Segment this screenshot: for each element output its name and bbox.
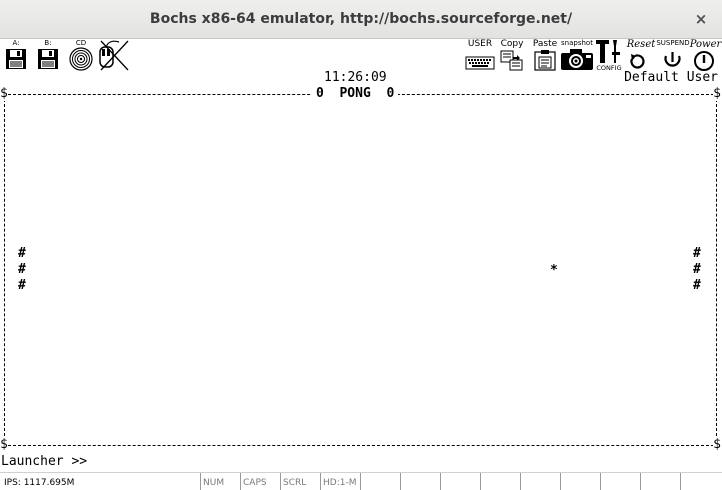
- power-button[interactable]: Power: [689, 39, 722, 72]
- floppy-a-button[interactable]: A:: [4, 39, 28, 72]
- status-slot-2: [400, 473, 440, 490]
- status-slot-5: [520, 473, 560, 490]
- suspend-label: SUSPEND: [656, 39, 690, 47]
- user-label: USER: [467, 39, 493, 49]
- copy-icon: [500, 50, 523, 71]
- pong-scoreboard: 0 PONG 0: [312, 86, 399, 102]
- toolbar: A: B: CD: [0, 39, 722, 72]
- reset-icon: [630, 54, 645, 69]
- scroll-lock-indicator: SCRL: [280, 473, 320, 490]
- floppy-b-button[interactable]: B:: [36, 39, 60, 72]
- floppy-a-icon: [6, 49, 26, 69]
- status-slot-6: [560, 473, 600, 490]
- game-border-bottom: [8, 445, 714, 446]
- status-slot-8: [640, 473, 680, 490]
- config-label: CONFIG: [596, 64, 622, 72]
- reset-label: Reset: [626, 39, 656, 50]
- paddle-right: # # #: [693, 246, 701, 293]
- window-titlebar: Bochs x86-64 emulator, http://bochs.sour…: [0, 0, 722, 39]
- copy-label: Copy: [500, 39, 524, 49]
- camera-icon: [561, 49, 593, 70]
- corner-bottom-right: $: [713, 437, 721, 452]
- config-icon: [596, 40, 620, 63]
- num-lock-indicator: NUM: [200, 473, 240, 490]
- hd-indicator: HD:1-M: [320, 473, 360, 490]
- floppy-a-label: A:: [12, 39, 20, 47]
- status-slot-1: [360, 473, 400, 490]
- mouse-button[interactable]: [97, 39, 129, 72]
- corner-bottom-left: $: [0, 437, 8, 452]
- corner-top-right: $: [713, 86, 721, 101]
- window-title: Bochs x86-64 emulator, http://bochs.sour…: [149, 11, 573, 27]
- status-slot-7: [600, 473, 640, 490]
- cdrom-label: CD: [75, 39, 87, 47]
- paste-label: Paste: [532, 39, 558, 49]
- cdrom-icon: [69, 47, 93, 71]
- pong-ball: *: [550, 263, 558, 278]
- game-border-right: [716, 94, 717, 446]
- copy-button[interactable]: Copy: [499, 39, 525, 72]
- snapshot-button[interactable]: snapshot: [559, 39, 595, 72]
- cdrom-button[interactable]: CD: [68, 39, 94, 72]
- floppy-b-label: B:: [44, 39, 52, 47]
- snapshot-label: snapshot: [561, 39, 593, 47]
- status-slot-3: [440, 473, 480, 490]
- mouse-icon: [99, 40, 129, 71]
- ips-indicator: IPS: 1117.695M: [4, 478, 75, 488]
- paste-button[interactable]: Paste: [532, 39, 558, 72]
- corner-top-left: $: [0, 86, 8, 101]
- status-slot-9: [680, 473, 722, 490]
- suspend-icon: [664, 52, 681, 67]
- suspend-button[interactable]: SUSPEND: [656, 39, 690, 72]
- status-bar: IPS: 1117.695M NUM CAPS SCRL HD:1-M: [0, 472, 722, 490]
- power-label: Power: [689, 39, 722, 50]
- paste-icon: [534, 50, 556, 71]
- launcher-prompt[interactable]: Launcher >>: [1, 454, 88, 469]
- power-icon: [694, 51, 714, 71]
- floppy-b-icon: [38, 49, 58, 69]
- config-button[interactable]: CONFIG: [595, 39, 623, 72]
- clock-display: 11:26:09: [324, 70, 387, 85]
- close-button[interactable]: ×: [694, 10, 708, 28]
- game-border-left: [4, 94, 5, 446]
- reset-button[interactable]: Reset: [624, 39, 658, 72]
- user-name-display: Default User: [624, 70, 718, 85]
- keyboard-icon: [465, 56, 495, 70]
- status-slot-4: [480, 473, 520, 490]
- caps-lock-indicator: CAPS: [240, 473, 280, 490]
- user-keyboard-button[interactable]: USER: [465, 39, 495, 72]
- paddle-left: # # #: [18, 246, 26, 293]
- emulator-screen[interactable]: 11:26:09 Default User $ $ $ $ 0 PONG 0 #…: [0, 70, 722, 470]
